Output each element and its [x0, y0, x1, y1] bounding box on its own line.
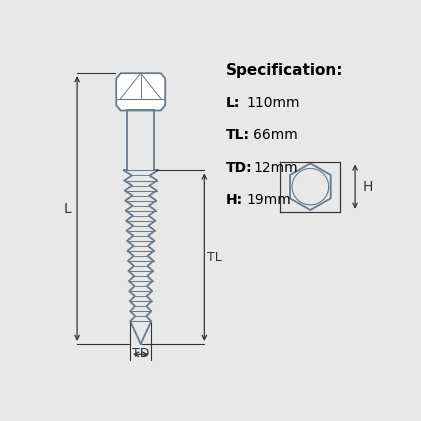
- Text: H:: H:: [226, 193, 242, 207]
- Text: 12mm: 12mm: [253, 161, 298, 175]
- Text: H: H: [362, 180, 373, 194]
- Text: 66mm: 66mm: [253, 128, 298, 142]
- Text: L: L: [64, 202, 72, 216]
- Text: TL:: TL:: [226, 128, 250, 142]
- Text: TD:: TD:: [226, 161, 252, 175]
- Text: 19mm: 19mm: [247, 193, 291, 207]
- Text: TL: TL: [207, 250, 221, 264]
- Text: 110mm: 110mm: [247, 96, 300, 110]
- Text: Specification:: Specification:: [226, 64, 343, 78]
- Polygon shape: [116, 73, 165, 110]
- Text: TD: TD: [132, 347, 149, 360]
- Text: L:: L:: [226, 96, 240, 110]
